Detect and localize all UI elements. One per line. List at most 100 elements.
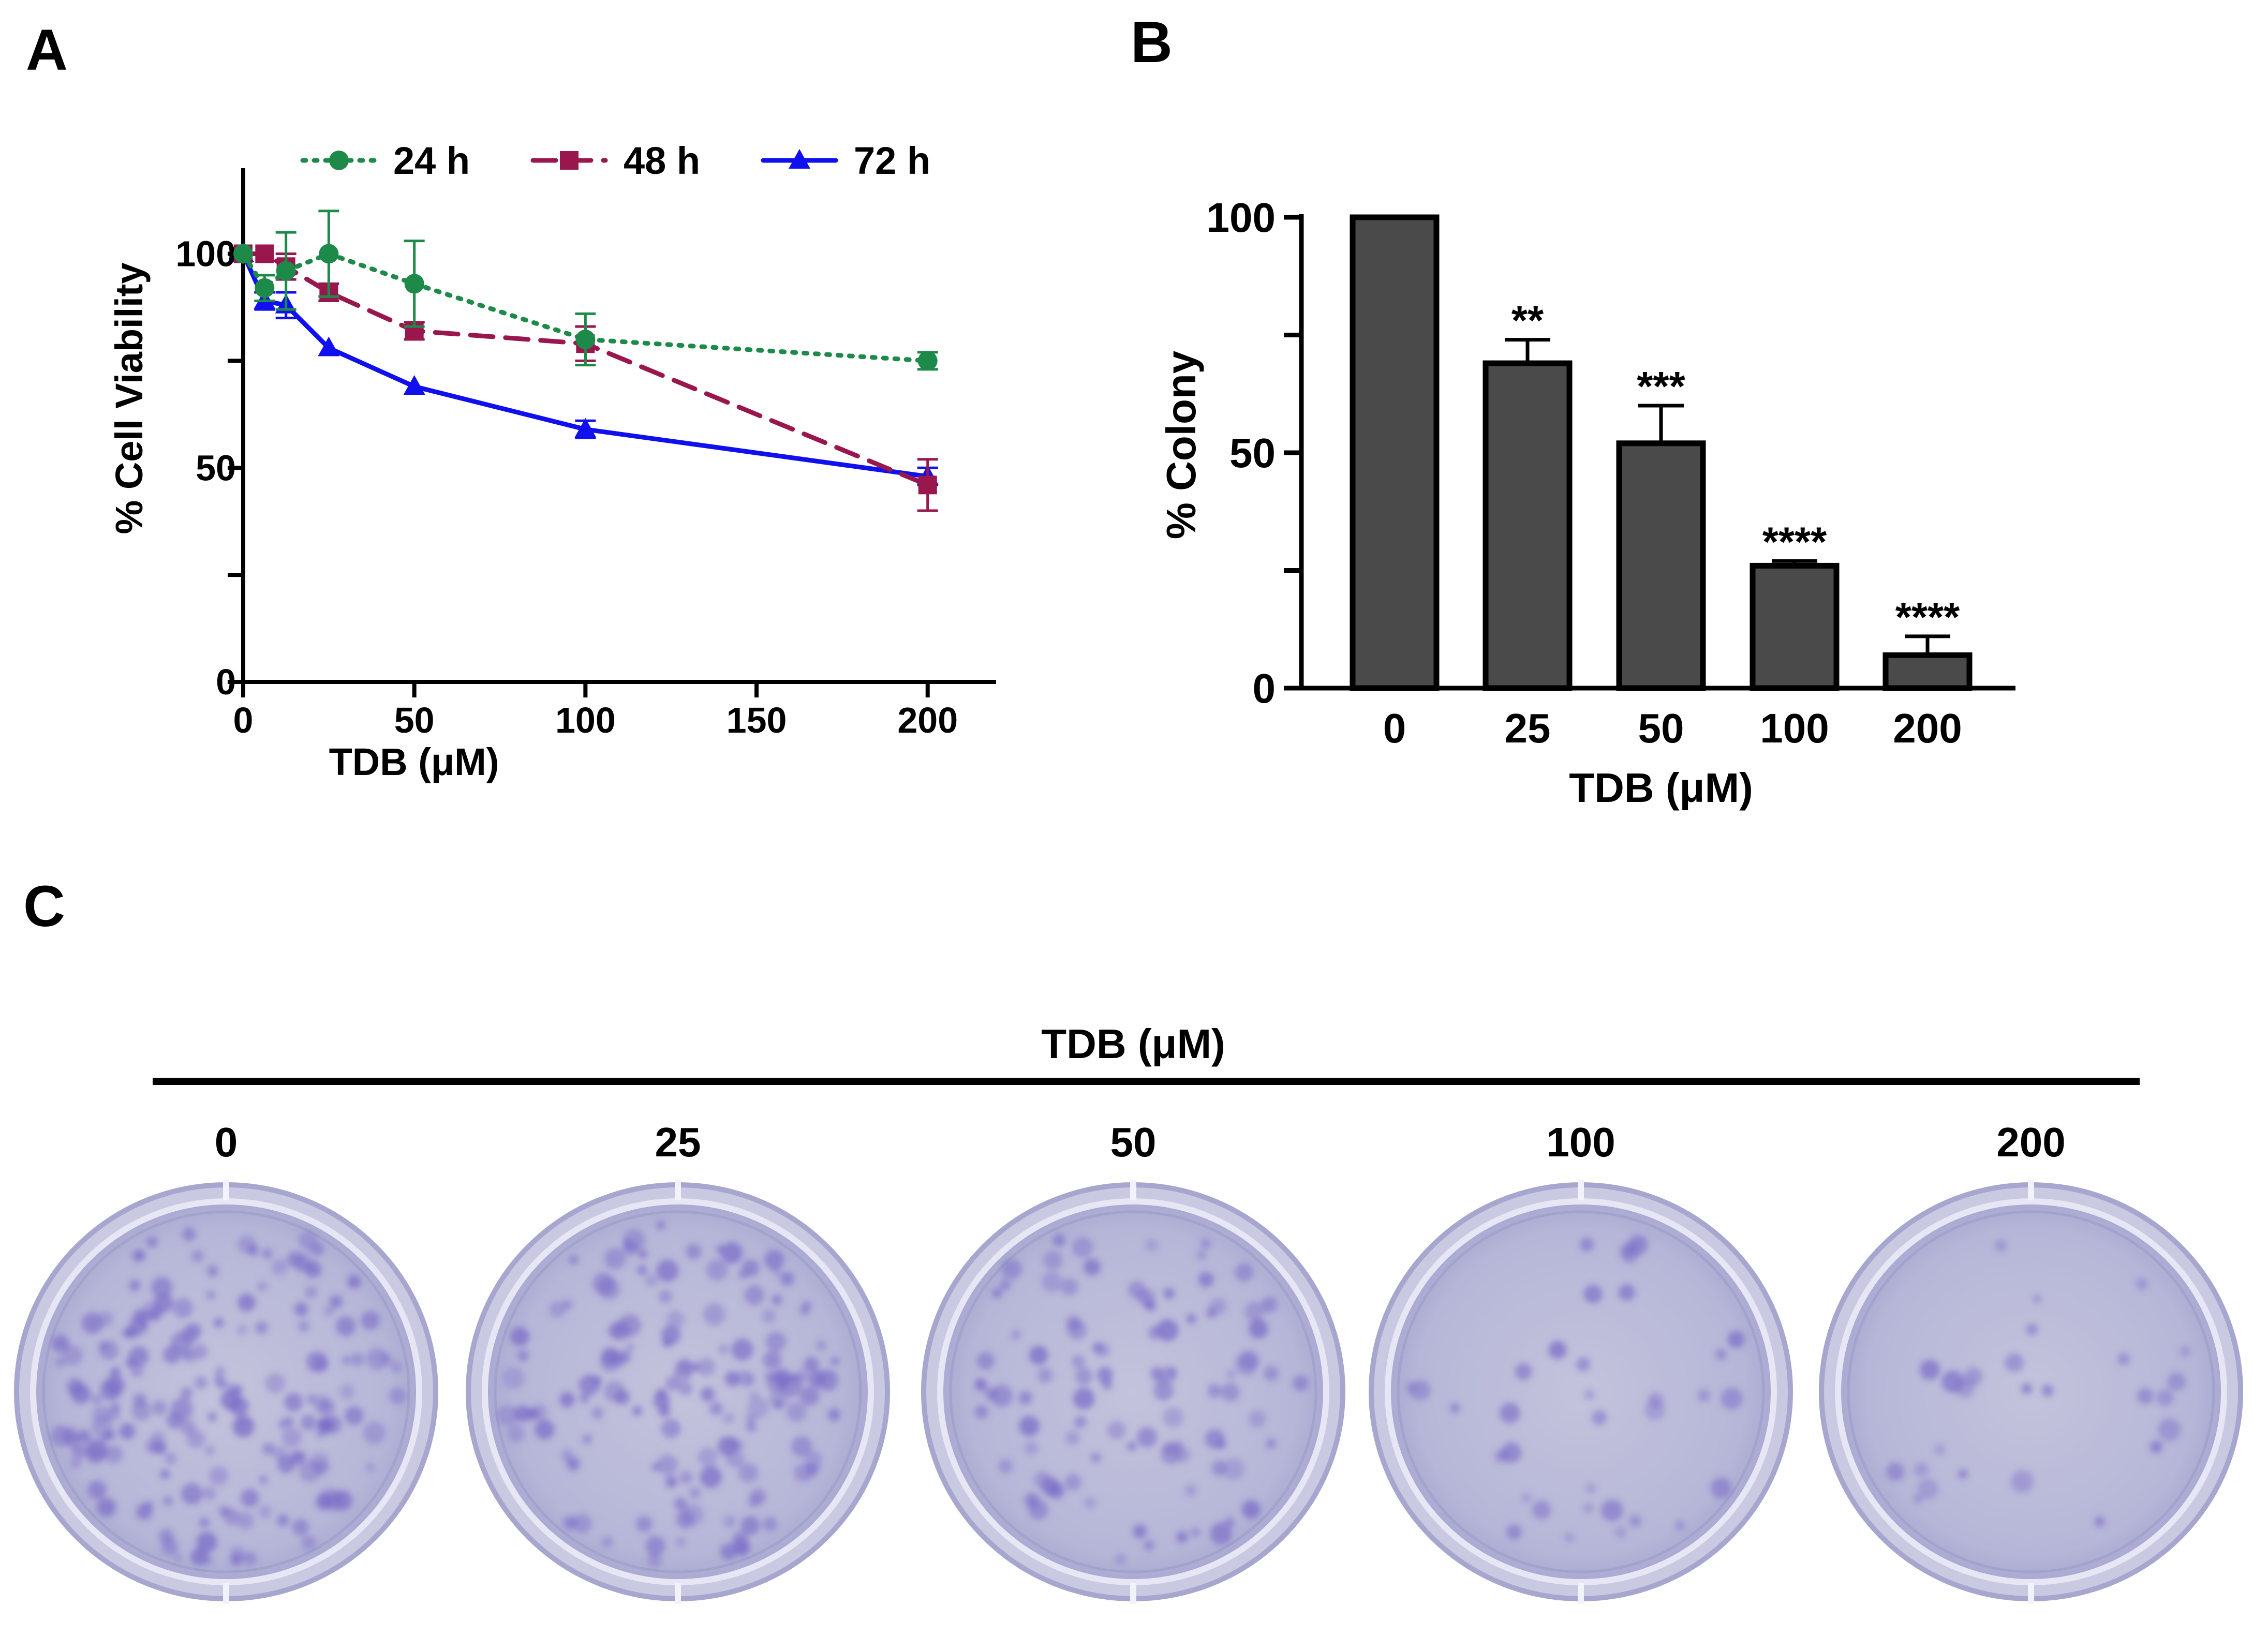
data-point bbox=[574, 418, 597, 438]
colony-spot bbox=[92, 1405, 111, 1424]
colony-spot bbox=[734, 1440, 744, 1451]
colony-spot bbox=[329, 1295, 343, 1308]
colony-spot bbox=[271, 1259, 288, 1275]
colony-spot bbox=[143, 1300, 164, 1321]
colony-spot bbox=[241, 1489, 259, 1507]
colony-spot bbox=[2005, 1353, 2024, 1372]
colony-spot bbox=[381, 1353, 393, 1365]
colony-spot bbox=[316, 1493, 333, 1510]
colony-spot bbox=[992, 1288, 1002, 1299]
colony-spot bbox=[1721, 1387, 1743, 1410]
colony-spot bbox=[1145, 1239, 1158, 1252]
colony-spots bbox=[1406, 1235, 1745, 1542]
colony-spot bbox=[182, 1227, 196, 1241]
colony-spot bbox=[1994, 1239, 2007, 1252]
colony-spot bbox=[786, 1402, 807, 1422]
colony-spot bbox=[990, 1385, 1013, 1407]
colony-spot bbox=[81, 1312, 103, 1334]
colony-spot bbox=[230, 1554, 242, 1567]
colony-spot bbox=[762, 1309, 776, 1323]
colony-spot bbox=[612, 1351, 628, 1367]
colony-spot bbox=[691, 1362, 701, 1372]
viability-series bbox=[232, 210, 939, 512]
dish-inner-ring bbox=[1847, 1210, 2215, 1573]
viability-y-axis-label: % Cell Viability bbox=[108, 262, 151, 534]
dose-label: 200 bbox=[1996, 1119, 2065, 1165]
colony-spot bbox=[805, 1451, 823, 1469]
colony-spot bbox=[187, 1430, 205, 1449]
colony-spot bbox=[262, 1442, 275, 1455]
dish-notch bbox=[1130, 1583, 1136, 1604]
colony-spot bbox=[681, 1503, 704, 1526]
data-point bbox=[917, 351, 938, 371]
colony-spot bbox=[1144, 1540, 1154, 1551]
colony-spot bbox=[656, 1221, 665, 1230]
colony-spot bbox=[160, 1469, 170, 1479]
colony-spot bbox=[764, 1250, 784, 1270]
colony-spot bbox=[1406, 1382, 1417, 1393]
colony-spot bbox=[236, 1324, 248, 1335]
panel-label-c: C bbox=[23, 874, 65, 939]
colony-spot bbox=[136, 1504, 153, 1520]
colony-spot bbox=[1620, 1243, 1636, 1258]
colony-spot bbox=[1191, 1528, 1200, 1537]
colony-spot bbox=[1127, 1441, 1137, 1451]
colony-spot bbox=[65, 1434, 81, 1449]
viability-x-axis-label: TDB (μM) bbox=[329, 740, 499, 783]
colony-spots bbox=[974, 1233, 1309, 1565]
colony-spot bbox=[827, 1408, 841, 1421]
colony-spot bbox=[205, 1445, 215, 1456]
viability-y-tick-label: 100 bbox=[175, 234, 236, 274]
colony-spot bbox=[2150, 1440, 2162, 1453]
colony-spot bbox=[324, 1306, 334, 1316]
colony-spot bbox=[2156, 1389, 2174, 1406]
colony-spot bbox=[516, 1349, 529, 1362]
colony-spot bbox=[723, 1515, 736, 1528]
colony-spot bbox=[662, 1338, 672, 1348]
colony-spot bbox=[318, 1399, 335, 1416]
colony-spot bbox=[497, 1405, 519, 1426]
colony-spot bbox=[721, 1242, 743, 1264]
colony-spot bbox=[632, 1406, 642, 1416]
colony-spot bbox=[294, 1302, 308, 1316]
colony-spot bbox=[67, 1378, 84, 1395]
colony-spot bbox=[216, 1378, 228, 1390]
colony-spot bbox=[1293, 1375, 1309, 1391]
colony-spot bbox=[1115, 1554, 1126, 1565]
colony-spot bbox=[171, 1332, 192, 1354]
colony-spot bbox=[974, 1405, 988, 1419]
colony-spot bbox=[1012, 1330, 1020, 1339]
colony-spot bbox=[97, 1497, 116, 1518]
colony-spot bbox=[676, 1537, 686, 1548]
colony-spot bbox=[190, 1548, 209, 1566]
panel-c: C TDB (μM) 0 25 50 100 200 bbox=[14, 874, 2243, 1604]
dish-notch bbox=[675, 1180, 681, 1200]
legend-label: 24 h bbox=[393, 139, 470, 182]
colony-spot bbox=[194, 1376, 207, 1389]
legend-marker bbox=[329, 151, 349, 170]
colony-spot bbox=[709, 1402, 723, 1416]
dish-25 bbox=[466, 1180, 890, 1604]
colony-spot bbox=[1198, 1272, 1214, 1287]
colony-spot bbox=[740, 1515, 760, 1535]
dish-50 bbox=[921, 1180, 1345, 1604]
colony-spot bbox=[122, 1328, 132, 1338]
colony-spot bbox=[336, 1316, 356, 1336]
colony-spot bbox=[1184, 1484, 1197, 1496]
colony-spot bbox=[92, 1394, 102, 1405]
colony-spot bbox=[55, 1357, 65, 1367]
dish-notch bbox=[223, 1583, 229, 1604]
dish-inner-ring bbox=[1397, 1210, 1765, 1573]
data-point bbox=[319, 244, 339, 264]
colony-spot bbox=[1200, 1238, 1211, 1249]
colony-spot bbox=[298, 1320, 310, 1332]
colony-spot bbox=[1071, 1355, 1086, 1369]
colony-spot bbox=[700, 1387, 715, 1402]
colony-y-tick-label: 50 bbox=[1229, 430, 1276, 476]
colony-spot bbox=[703, 1303, 725, 1326]
colony-spot bbox=[87, 1480, 107, 1499]
colony-spot bbox=[233, 1385, 244, 1395]
colony-spot bbox=[255, 1321, 269, 1334]
significance-label: **** bbox=[1895, 594, 1960, 640]
colony-spot bbox=[213, 1317, 224, 1328]
